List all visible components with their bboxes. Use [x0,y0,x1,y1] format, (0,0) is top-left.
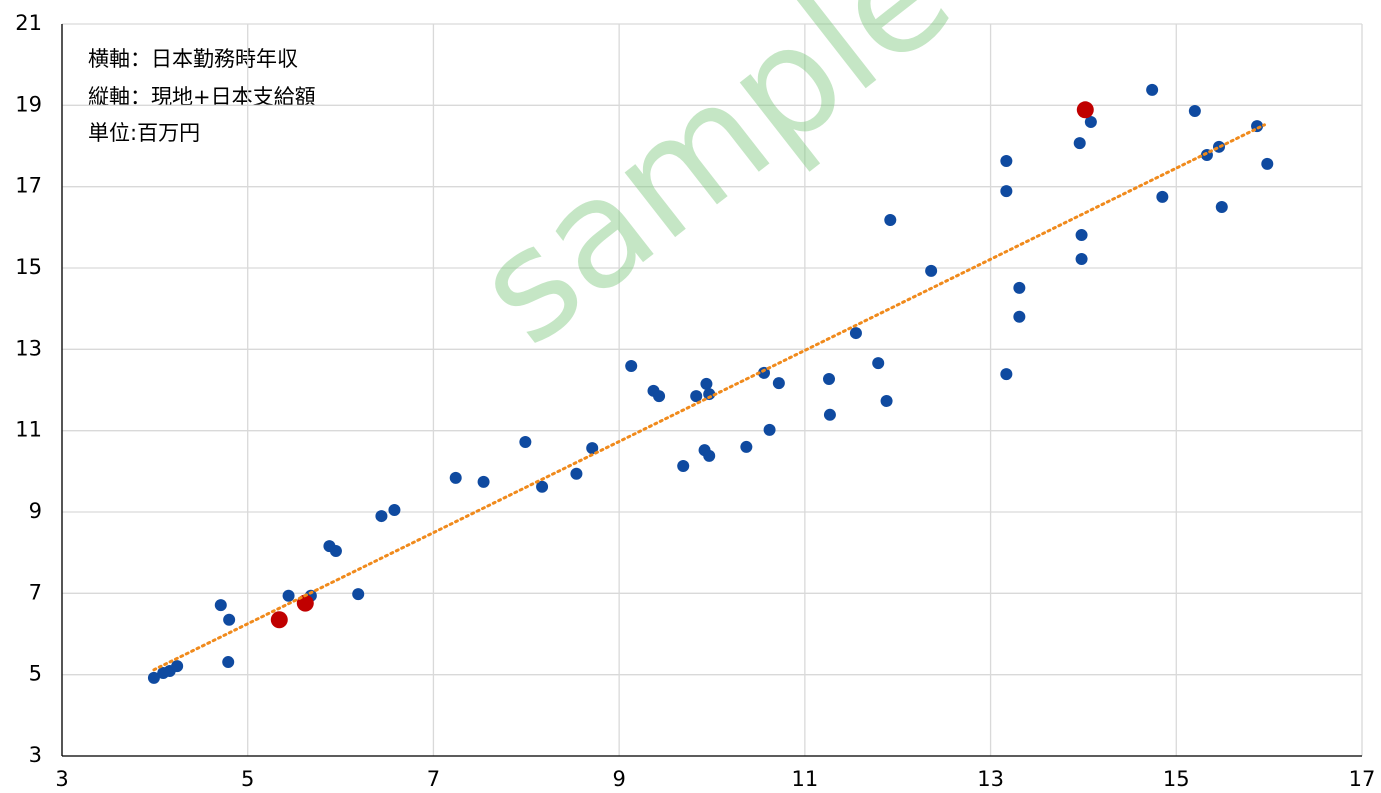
point [519,436,532,449]
y-tick-label: 5 [29,662,42,686]
y-tick-label: 19 [15,92,42,116]
point [1073,137,1086,150]
point [214,599,227,612]
point [703,388,716,401]
point [880,394,893,407]
point [700,377,713,390]
point [388,503,401,516]
x-tick-label: 13 [977,767,1004,791]
point [1000,155,1013,168]
point [690,390,703,403]
y-tick-label: 15 [15,255,42,279]
point [1013,281,1026,294]
trendline [152,123,1266,672]
point [1000,185,1013,198]
point [352,588,365,601]
y-tick-label: 17 [15,174,42,198]
x-tick-label: 7 [427,767,440,791]
point [1075,229,1088,242]
annotation: 横軸：日本勤務時年収 [88,47,298,71]
point [1188,105,1201,118]
point [223,613,236,626]
point [925,264,938,277]
point [586,442,599,455]
point [763,423,776,436]
x-tick-label: 5 [241,767,254,791]
point [653,390,666,403]
point [329,545,342,558]
point [171,660,184,673]
x-tick-label: 17 [1349,767,1376,791]
point [677,460,690,473]
point [823,373,835,386]
point [1013,310,1026,323]
point [1075,253,1088,266]
point [282,589,295,602]
point [740,440,753,453]
point [375,510,388,523]
point [1000,368,1013,381]
point [884,214,897,227]
point [772,377,785,390]
point [625,360,638,373]
x-tick-label: 3 [55,767,68,791]
x-tick-label: 9 [612,767,625,791]
point [570,467,583,480]
point [758,366,770,379]
point [823,408,836,421]
point [477,475,490,488]
y-tick-label: 9 [29,499,42,523]
point [703,449,716,462]
point [270,611,288,629]
y-tick-label: 11 [15,418,42,442]
point [872,357,885,370]
point [849,327,862,340]
y-tick-label: 3 [29,743,42,767]
point [222,656,235,669]
watermark: sample [445,0,982,379]
point [1076,101,1094,119]
point [1156,190,1169,203]
annotation: 単位:百万円 [88,121,200,145]
y-tick-label: 21 [15,11,42,35]
point [1084,116,1097,129]
point [536,480,549,493]
y-tick-label: 13 [15,336,42,360]
x-tick-label: 11 [791,767,818,791]
point [147,671,160,684]
point [1146,83,1159,96]
point [449,471,462,484]
y-tick-label: 7 [29,580,42,604]
point [1261,157,1274,170]
point [1215,201,1228,213]
x-tick-label: 15 [1163,767,1190,791]
